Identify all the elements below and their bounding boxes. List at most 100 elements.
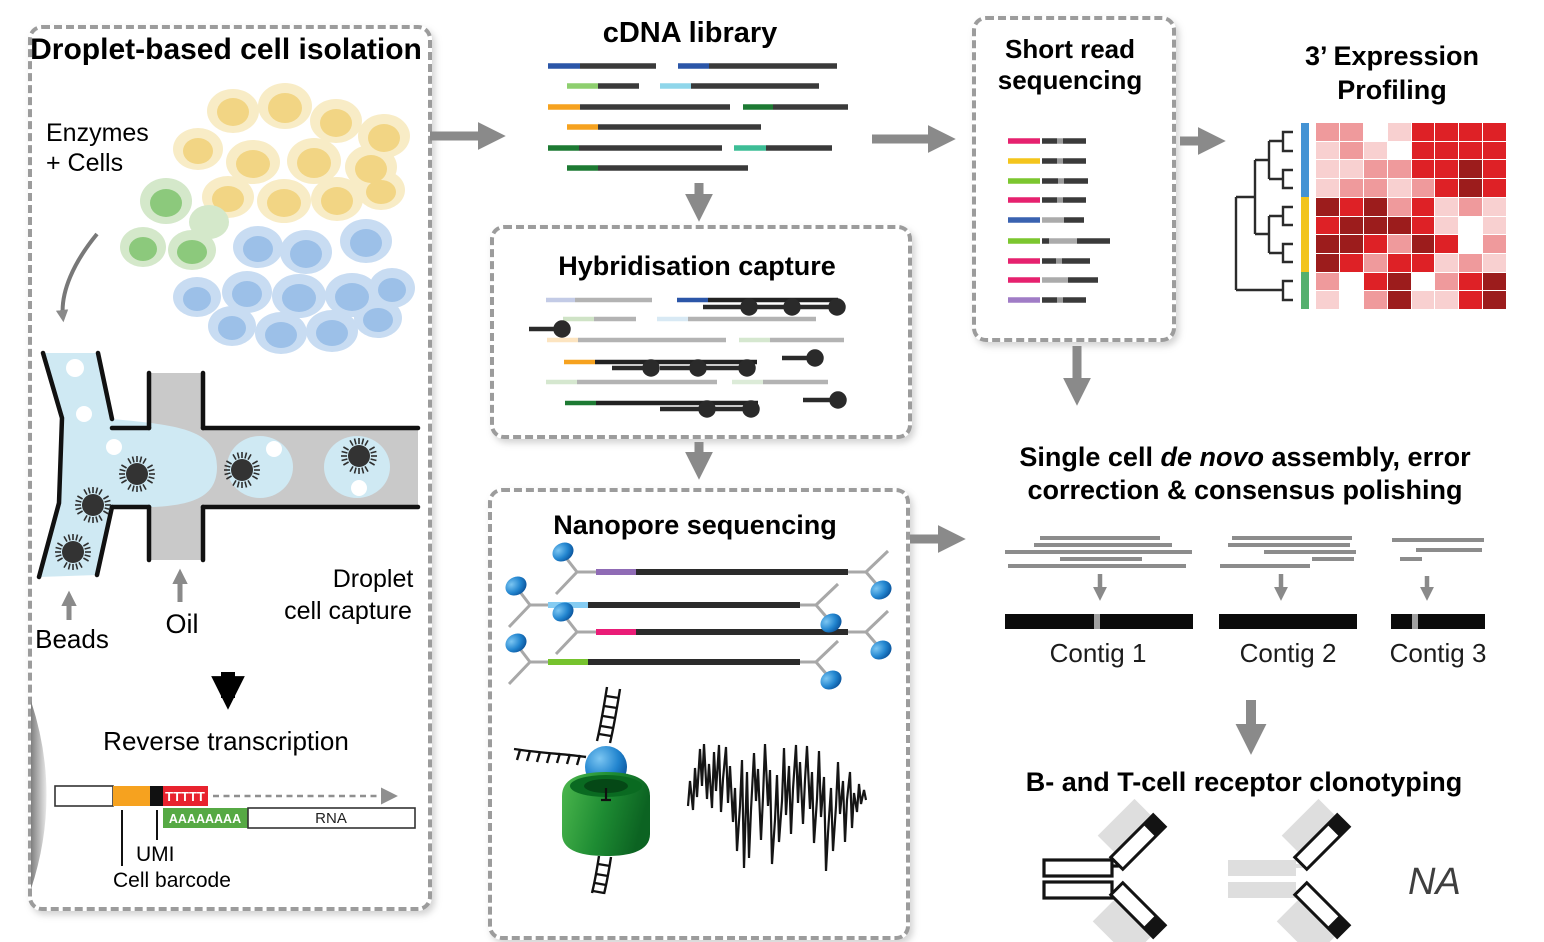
heatmap-cell (1483, 291, 1506, 309)
heatmap-cell (1483, 123, 1506, 141)
heatmap-cell (1363, 197, 1387, 216)
heatmap-cell (1387, 141, 1411, 160)
short-reads (1008, 138, 1110, 303)
cell-suspension-illustration (120, 83, 415, 354)
short-read-title: Short read sequencing (997, 34, 1143, 96)
heatmap-cell (1435, 253, 1459, 272)
heatmap-cell (1459, 272, 1483, 291)
nanopore-title: Nanopore sequencing (553, 510, 837, 540)
heatmap-cell (1435, 141, 1459, 160)
heatmap-cell (1339, 179, 1363, 197)
cluster-colorbar-segment (1301, 271, 1309, 310)
heatmap-cell (1411, 179, 1435, 197)
heatmap-cell (1411, 123, 1435, 141)
heatmap-cell (1483, 235, 1506, 253)
assembly-heading: Single cell de novo assembly, error corr… (1019, 442, 1471, 505)
heatmap-cell (1483, 179, 1506, 197)
heatmap-cell (1363, 160, 1387, 179)
heatmap-cell (1459, 253, 1483, 272)
umi-label: UMI (136, 843, 175, 866)
beads-label: Beads (35, 624, 109, 654)
heatmap-cell (1435, 160, 1459, 179)
heatmap-cell (1339, 291, 1363, 309)
rt-construct: TTTTT AAAAAAAA RNA (31, 701, 416, 889)
heatmap-cell (1435, 197, 1459, 216)
droplet-capture-label-line2: cell capture (284, 597, 412, 625)
heatmap-cluster-colorbar (1301, 123, 1309, 310)
heatmap-cell (1459, 141, 1483, 160)
heatmap-cell (1459, 123, 1483, 141)
heatmap-cell (1483, 216, 1506, 235)
cdna-reads (548, 63, 848, 171)
heatmap-cell (1459, 291, 1483, 309)
na-label: NA (1408, 861, 1461, 903)
heatmap-cell (1411, 160, 1435, 179)
heatmap-cell (1435, 179, 1459, 197)
contig-bars (1005, 614, 1485, 629)
cluster-colorbar-segment (1301, 123, 1309, 198)
cell-barcode-label: Cell barcode (113, 869, 231, 892)
heatmap-cell (1339, 123, 1363, 141)
heatmap-cell (1411, 216, 1435, 235)
heatmap-cell (1411, 291, 1435, 309)
de-novo-italic: de novo (1160, 442, 1264, 472)
isolation-box-title: Droplet-based cell isolation (30, 33, 422, 66)
read-pileups (1005, 536, 1484, 568)
heatmap-cell (1316, 197, 1339, 216)
heatmap-cell (1387, 123, 1411, 141)
capture-probes (529, 298, 847, 418)
heatmap-cell (1363, 253, 1387, 272)
heatmap-cell (1483, 160, 1506, 179)
heatmap-cell (1435, 216, 1459, 235)
expression-heatmap (1316, 123, 1506, 309)
heatmap-cell (1316, 272, 1339, 291)
heatmap-cell (1339, 160, 1363, 179)
reverse-transcription-label: Reverse transcription (103, 726, 349, 756)
enzymes-cells-label: Enzymes + Cells (46, 119, 149, 177)
heatmap-cell (1459, 179, 1483, 197)
polyT-label: TTTTT (165, 789, 205, 804)
heatmap-cell (1316, 291, 1339, 309)
expression-profiling-title: 3’ Expression Profiling (1304, 41, 1480, 105)
heatmap-cell (1411, 253, 1435, 272)
heatmap-cell (1459, 160, 1483, 179)
heatmap-cell (1459, 216, 1483, 235)
nanopore-box (488, 488, 910, 940)
heatmap-cell (1339, 253, 1363, 272)
heatmap-cell (1387, 291, 1411, 309)
nanopore-reads (505, 542, 892, 690)
heatmap-cell (1387, 216, 1411, 235)
contig1-label: Contig 1 (1049, 638, 1147, 668)
heatmap-cell (1316, 235, 1339, 253)
heatmap-cell (1363, 179, 1387, 197)
heatmap-cell (1363, 235, 1387, 253)
heatmap-cell (1411, 141, 1435, 160)
heatmap-cell (1435, 291, 1459, 309)
cdna-library-title: cDNA library (602, 17, 778, 49)
polyA-label: AAAAAAAA (169, 812, 241, 826)
nanopore-signal-squiggle (686, 743, 868, 872)
tcr-receptor-icon (1228, 798, 1352, 942)
cluster-colorbar-segment (1301, 197, 1309, 272)
pileup-arrows (1093, 574, 1434, 601)
heatmap-cell (1483, 141, 1506, 160)
clonotyping-heading: B- and T-cell receptor clonotyping (1025, 767, 1463, 797)
heatmap-cell (1339, 272, 1363, 291)
motor-proteins (505, 542, 892, 690)
heatmap-cell (1411, 235, 1435, 253)
heatmap-cell (1387, 160, 1411, 179)
heatmap-cell (1483, 272, 1506, 291)
heatmap-cell (1363, 123, 1387, 141)
heatmap-cell (1363, 216, 1387, 235)
bead-crescent (31, 701, 47, 889)
heatmap-cell (1435, 272, 1459, 291)
microfluidic-device (36, 350, 421, 620)
heatmap-cell (1387, 179, 1411, 197)
heatmap-cell (1387, 197, 1411, 216)
heatmap-cell (1459, 235, 1483, 253)
heatmap-cell (1339, 197, 1363, 216)
heatmap-cell (1387, 253, 1411, 272)
dendrogram (1234, 130, 1293, 302)
heatmap-cell (1387, 272, 1411, 291)
